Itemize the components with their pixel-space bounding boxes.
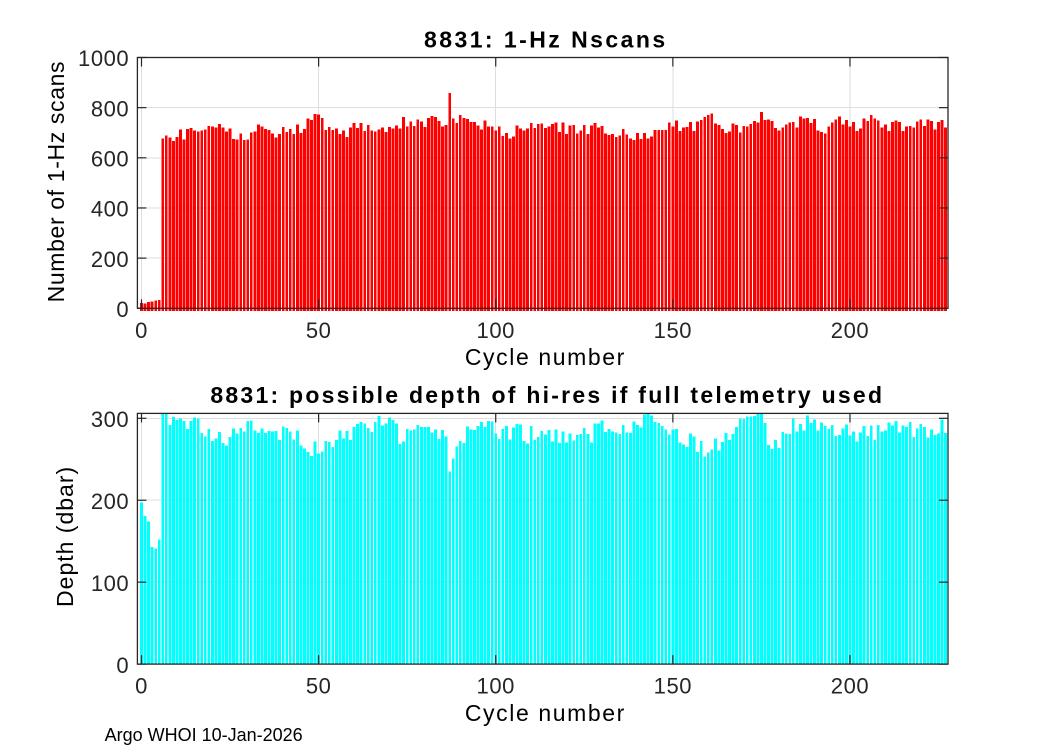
svg-text:0: 0 bbox=[116, 653, 129, 678]
svg-text:150: 150 bbox=[654, 674, 692, 699]
svg-text:200: 200 bbox=[91, 489, 129, 514]
svg-text:600: 600 bbox=[91, 147, 129, 172]
svg-text:0: 0 bbox=[135, 318, 148, 343]
svg-text:150: 150 bbox=[654, 318, 692, 343]
svg-text:400: 400 bbox=[91, 197, 129, 222]
svg-text:50: 50 bbox=[306, 318, 332, 343]
svg-text:8831: 1-Hz Nscans: 8831: 1-Hz Nscans bbox=[424, 27, 668, 53]
svg-text:Cycle number: Cycle number bbox=[465, 344, 626, 370]
svg-text:100: 100 bbox=[477, 674, 515, 699]
svg-text:800: 800 bbox=[91, 96, 129, 121]
svg-text:300: 300 bbox=[91, 407, 129, 432]
svg-text:200: 200 bbox=[91, 247, 129, 272]
svg-text:100: 100 bbox=[91, 571, 129, 596]
svg-text:0: 0 bbox=[116, 297, 129, 322]
svg-text:200: 200 bbox=[831, 318, 869, 343]
svg-text:Number of 1-Hz scans: Number of 1-Hz scans bbox=[43, 61, 69, 303]
svg-text:0: 0 bbox=[135, 674, 148, 699]
svg-text:50: 50 bbox=[306, 674, 332, 699]
svg-text:200: 200 bbox=[831, 674, 869, 699]
svg-text:Depth (dbar): Depth (dbar) bbox=[52, 466, 78, 607]
svg-text:Cycle number: Cycle number bbox=[465, 700, 626, 726]
svg-text:Argo WHOI 10-Jan-2026: Argo WHOI 10-Jan-2026 bbox=[105, 725, 303, 745]
svg-text:1000: 1000 bbox=[78, 46, 129, 71]
svg-text:100: 100 bbox=[477, 318, 515, 343]
svg-text:8831: possible depth of hi-res: 8831: possible depth of hi-res if full t… bbox=[210, 382, 884, 408]
